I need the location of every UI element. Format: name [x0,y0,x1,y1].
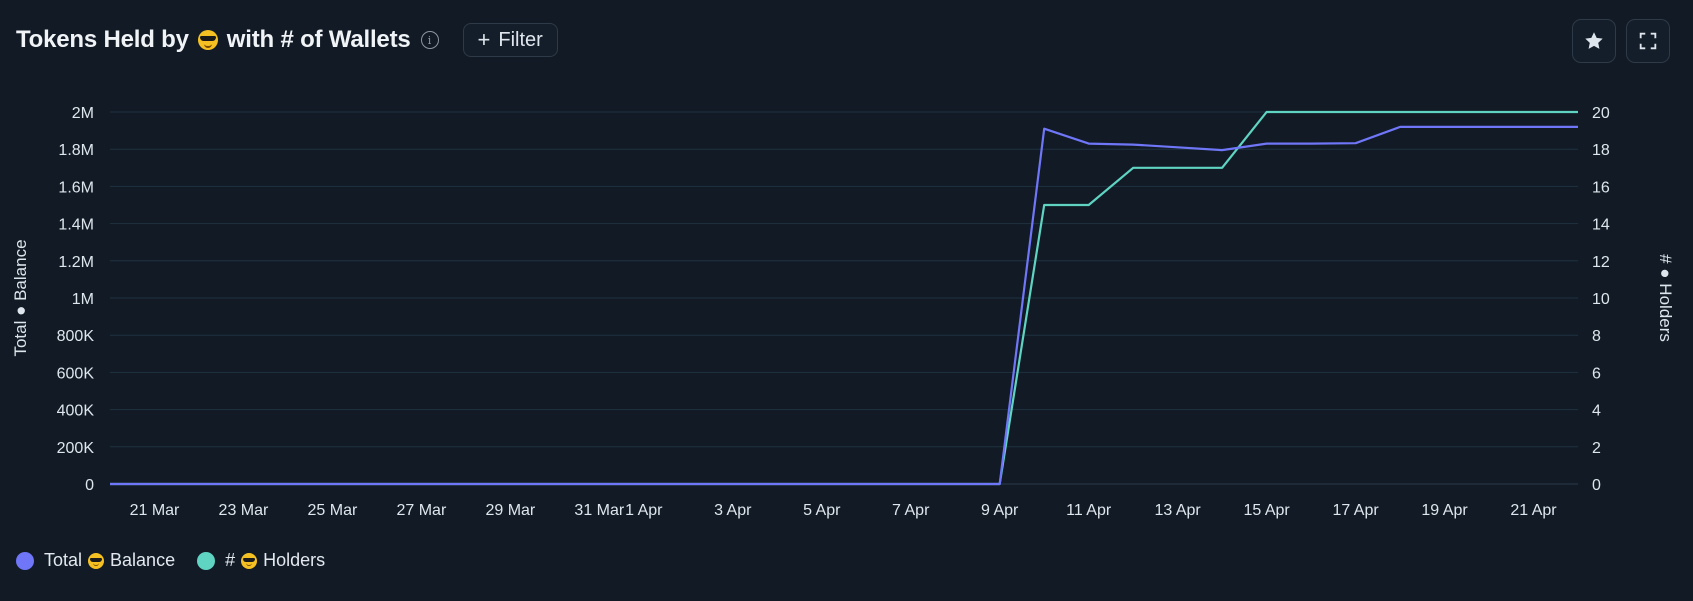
series-line-total-balance [110,125,1578,486]
y-left-tick-label: 1.6M [58,179,94,196]
y-left-tick-label: 800K [57,328,95,345]
y-right-tick-label: 2 [1592,440,1601,457]
fullscreen-icon [1639,32,1657,50]
sunglasses-face-icon [241,552,258,569]
fullscreen-button[interactable] [1626,19,1670,63]
x-tick-label: 11 Apr [1066,502,1112,519]
y-right-tick-label: 4 [1592,403,1601,420]
title-text-start: Tokens Held by [16,26,189,53]
y-right-tick-label: 12 [1592,254,1610,271]
y-left-tick-label: 1.2M [58,254,94,271]
filter-button-label: Filter [498,28,543,51]
legend-label-balance-prefix: Total [44,550,83,570]
y-right-tick-label: 6 [1592,365,1601,382]
y-right-tick-label: 14 [1592,217,1610,234]
x-tick-label: 3 Apr [714,502,752,519]
x-tick-label: 7 Apr [892,502,930,519]
y-left-tick-label: 1M [72,291,94,308]
y-left-tick-label: 600K [57,365,95,382]
y-right-tick-label: 8 [1592,328,1601,345]
x-tick-label: 21 Mar [130,502,180,519]
y-right-axis-title: # ● Holders [1656,254,1675,342]
x-tick-label: 21 Apr [1510,502,1557,519]
y-left-tick-label: 1.8M [58,142,94,159]
legend-label-balance-suffix: Balance [110,550,176,570]
sunglasses-face-icon [88,552,105,569]
y-right-tick-label: 18 [1592,142,1610,159]
legend-label-holders-prefix: # [225,550,236,570]
sunglasses-face-icon [197,30,218,50]
plus-icon: + [477,27,491,52]
y-left-tick-label: 1.4M [58,217,94,234]
x-tick-label: 27 Mar [396,502,446,519]
legend-swatch-holders [197,551,216,570]
x-tick-label: 31 Mar [574,502,624,519]
x-tick-label: 5 Apr [803,502,841,519]
favorite-button[interactable] [1572,19,1616,63]
star-icon [1585,32,1603,49]
chart-header: Tokens Held by with # of Wallets i + Fil… [16,22,558,58]
y-left-tick-label: 200K [57,440,95,457]
y-left-tick-label: 2M [72,105,94,122]
y-left-tick-label: 0 [85,477,94,494]
x-tick-label: 1 Apr [625,502,663,519]
y-left-axis-title: Total ● Balance [11,239,30,356]
legend-item-holders[interactable]: # Holders [197,550,325,571]
y-left-tick-label: 400K [57,403,95,420]
x-tick-label: 23 Mar [219,502,269,519]
y-right-tick-label: 16 [1592,179,1610,196]
x-tick-label: 25 Mar [308,502,358,519]
x-tick-label: 17 Apr [1332,502,1379,519]
info-icon[interactable]: i [420,31,439,49]
y-right-tick-label: 10 [1592,291,1610,308]
legend-label-holders-suffix: Holders [263,550,326,570]
y-right-tick-label: 0 [1592,477,1601,494]
legend-swatch-balance [16,551,34,570]
x-tick-label: 15 Apr [1243,502,1290,519]
y-right-tick-label: 20 [1592,105,1610,122]
filter-button[interactable]: + Filter [462,23,558,57]
x-tick-label: 29 Mar [485,502,535,519]
x-tick-label: 19 Apr [1421,502,1468,519]
title-text-end: with # of Wallets [226,26,411,53]
x-tick-label: 13 Apr [1155,502,1202,519]
chart-legend: Total Balance # Holders [16,550,347,571]
chart-title: Tokens Held by with # of Wallets [16,26,411,54]
x-tick-label: 9 Apr [981,502,1019,519]
legend-item-balance[interactable]: Total Balance [16,550,175,571]
